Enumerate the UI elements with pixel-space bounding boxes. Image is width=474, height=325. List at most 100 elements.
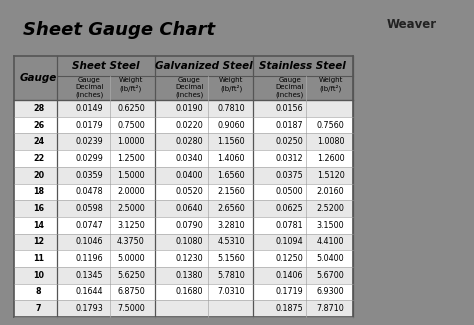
Text: 5.0400: 5.0400: [317, 254, 345, 263]
Text: 0.9060: 0.9060: [218, 121, 245, 130]
Text: 4.3750: 4.3750: [117, 237, 145, 246]
Text: 7.5000: 7.5000: [117, 304, 145, 313]
Text: 1.0080: 1.0080: [317, 137, 344, 146]
Text: Weight
(lb/ft²): Weight (lb/ft²): [119, 76, 143, 92]
Text: 0.1719: 0.1719: [276, 287, 303, 296]
Text: 1.1560: 1.1560: [218, 137, 245, 146]
Text: 0.1250: 0.1250: [276, 254, 303, 263]
Text: 0.0790: 0.0790: [175, 221, 203, 230]
Text: 2.1560: 2.1560: [218, 187, 245, 196]
FancyBboxPatch shape: [14, 300, 353, 317]
Text: Gauge
Decimal
(inches): Gauge Decimal (inches): [75, 76, 103, 98]
Text: 3.2810: 3.2810: [218, 221, 245, 230]
Text: 4.5310: 4.5310: [218, 237, 245, 246]
Text: Gauge
Decimal
(inches): Gauge Decimal (inches): [175, 76, 203, 98]
Text: 2.0000: 2.0000: [117, 187, 145, 196]
Text: 1.5120: 1.5120: [317, 171, 345, 180]
Text: 0.0520: 0.0520: [175, 187, 203, 196]
Text: 7.0310: 7.0310: [218, 287, 245, 296]
Text: 0.7500: 0.7500: [117, 121, 145, 130]
FancyBboxPatch shape: [14, 200, 353, 217]
Text: 0.0747: 0.0747: [75, 221, 103, 230]
Text: 2.6560: 2.6560: [218, 204, 245, 213]
Text: 5.6700: 5.6700: [317, 271, 345, 280]
Text: 0.0187: 0.0187: [276, 121, 303, 130]
Text: 7.8710: 7.8710: [317, 304, 345, 313]
Text: 0.0250: 0.0250: [276, 137, 303, 146]
FancyBboxPatch shape: [14, 250, 353, 267]
Text: 1.0000: 1.0000: [117, 137, 145, 146]
Text: 26: 26: [33, 121, 44, 130]
Text: Weaver: Weaver: [386, 18, 437, 31]
Text: 3.1500: 3.1500: [317, 221, 345, 230]
Text: 0.0781: 0.0781: [276, 221, 303, 230]
Text: 0.0179: 0.0179: [75, 121, 103, 130]
Text: 20: 20: [33, 171, 44, 180]
Text: 24: 24: [33, 137, 44, 146]
Text: Weight
(lb/ft²): Weight (lb/ft²): [319, 76, 343, 92]
Text: 5.0000: 5.0000: [117, 254, 145, 263]
FancyBboxPatch shape: [14, 100, 353, 117]
FancyBboxPatch shape: [14, 134, 353, 150]
Text: 18: 18: [33, 187, 44, 196]
Text: Galvanized Steel: Galvanized Steel: [155, 61, 252, 71]
Text: 5.6250: 5.6250: [117, 271, 145, 280]
FancyBboxPatch shape: [14, 167, 353, 184]
Text: 0.0220: 0.0220: [175, 121, 203, 130]
Text: 0.0500: 0.0500: [276, 187, 303, 196]
Text: Weight
(lb/ft²): Weight (lb/ft²): [219, 76, 243, 92]
Text: 1.4060: 1.4060: [218, 154, 245, 163]
Text: 0.0400: 0.0400: [175, 171, 203, 180]
FancyBboxPatch shape: [14, 150, 353, 167]
Text: 1.5000: 1.5000: [117, 171, 145, 180]
Text: 6.9300: 6.9300: [317, 287, 345, 296]
Text: Stainless Steel: Stainless Steel: [259, 61, 346, 71]
Text: 0.7810: 0.7810: [218, 104, 245, 113]
Text: 4.4100: 4.4100: [317, 237, 344, 246]
Text: 0.1793: 0.1793: [75, 304, 103, 313]
Text: 5.7810: 5.7810: [218, 271, 245, 280]
FancyBboxPatch shape: [14, 267, 353, 284]
Text: 8: 8: [36, 287, 42, 296]
Text: 16: 16: [33, 204, 44, 213]
Text: 0.1644: 0.1644: [75, 287, 103, 296]
Text: 2.0160: 2.0160: [317, 187, 345, 196]
Text: 0.1080: 0.1080: [175, 237, 203, 246]
Text: 0.1680: 0.1680: [175, 287, 203, 296]
Text: 0.1380: 0.1380: [175, 271, 203, 280]
Text: 0.0340: 0.0340: [175, 154, 203, 163]
Text: 0.6250: 0.6250: [117, 104, 145, 113]
Text: 0.0640: 0.0640: [175, 204, 203, 213]
Text: 6.8750: 6.8750: [117, 287, 145, 296]
Text: 3.1250: 3.1250: [117, 221, 145, 230]
Text: 7: 7: [36, 304, 42, 313]
Text: 0.0359: 0.0359: [75, 171, 103, 180]
Text: 0.0312: 0.0312: [276, 154, 303, 163]
Text: 5.1560: 5.1560: [218, 254, 245, 263]
Text: 0.7560: 0.7560: [317, 121, 345, 130]
Text: 11: 11: [33, 254, 44, 263]
Text: 10: 10: [33, 271, 44, 280]
Text: 0.0299: 0.0299: [75, 154, 103, 163]
Text: 1.2500: 1.2500: [117, 154, 145, 163]
Text: Gauge: Gauge: [20, 73, 57, 83]
FancyBboxPatch shape: [14, 117, 353, 134]
Text: 0.0375: 0.0375: [276, 171, 303, 180]
FancyBboxPatch shape: [14, 217, 353, 234]
Text: 1.6560: 1.6560: [218, 171, 245, 180]
FancyBboxPatch shape: [14, 234, 353, 250]
FancyBboxPatch shape: [14, 184, 353, 200]
Text: 0.0239: 0.0239: [75, 137, 103, 146]
Text: 0.0598: 0.0598: [75, 204, 103, 213]
Text: 0.1046: 0.1046: [75, 237, 103, 246]
Text: 0.1406: 0.1406: [276, 271, 303, 280]
Text: 22: 22: [33, 154, 45, 163]
Text: Sheet Gauge Chart: Sheet Gauge Chart: [23, 20, 215, 39]
Text: 2.5000: 2.5000: [117, 204, 145, 213]
Text: 0.0478: 0.0478: [75, 187, 103, 196]
Text: 0.1230: 0.1230: [175, 254, 203, 263]
FancyBboxPatch shape: [14, 284, 353, 300]
Text: 0.0149: 0.0149: [75, 104, 103, 113]
Text: 0.1094: 0.1094: [276, 237, 303, 246]
Text: Gauge
Decimal
(inches): Gauge Decimal (inches): [275, 76, 304, 98]
